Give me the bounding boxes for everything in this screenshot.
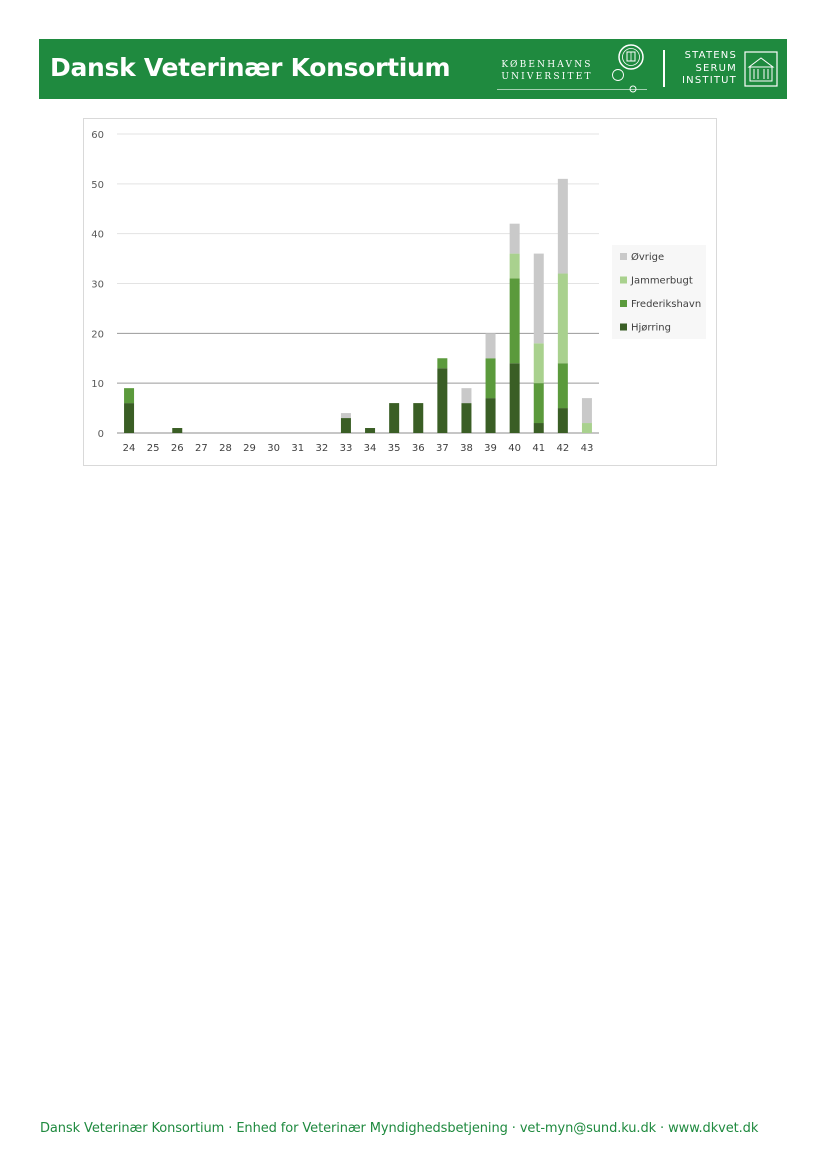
bar-segment-24-0 bbox=[124, 403, 135, 433]
x-tick-label: 38 bbox=[460, 443, 473, 454]
ssi-name-line1: STATENS bbox=[684, 50, 737, 61]
legend-swatch bbox=[620, 276, 627, 284]
bar-segment-33-0 bbox=[340, 418, 351, 433]
ku-dot-icon bbox=[629, 85, 637, 93]
bar-segment-40-0 bbox=[509, 363, 520, 433]
legend-swatch bbox=[620, 253, 627, 260]
bar-segment-38-0 bbox=[461, 403, 472, 433]
bar-segment-37-0 bbox=[437, 368, 448, 433]
bar-segment-35-0 bbox=[389, 403, 400, 433]
ssi-wordmark: STATENS SERUM INSTITUT bbox=[671, 50, 737, 88]
legend-swatch bbox=[620, 323, 627, 331]
x-tick-label: 34 bbox=[364, 443, 377, 454]
chart-frame: 0 10 20 30 40 50 60 24 25 26 27 28 29 30 31 32 33 34 35 36 3… bbox=[83, 118, 717, 466]
y-tick-label: 60 bbox=[91, 130, 104, 141]
legend-swatch bbox=[620, 300, 627, 307]
bar-segment-24-1 bbox=[124, 388, 135, 404]
x-tick-label: 33 bbox=[340, 443, 353, 454]
legend-label: Øvrige bbox=[631, 251, 664, 263]
x-tick-label: 42 bbox=[556, 443, 569, 454]
stacked-bar-chart: 0 10 20 30 40 50 60 24 25 26 27 28 29 30 31 32 33 34 35 36 3… bbox=[91, 130, 706, 454]
bar-segment-26-0 bbox=[172, 428, 183, 433]
bar-segment-40-2 bbox=[509, 253, 520, 279]
legend-label: Jammerbugt bbox=[630, 276, 693, 287]
x-tick-label: 30 bbox=[267, 443, 280, 454]
bar-segment-40-1 bbox=[509, 278, 520, 364]
ku-seal-icon bbox=[618, 44, 644, 70]
x-tick-label: 43 bbox=[581, 443, 594, 454]
x-tick-label: 28 bbox=[219, 443, 232, 454]
x-tick-label: 35 bbox=[388, 443, 401, 454]
ssi-building-icon bbox=[744, 51, 778, 87]
y-tick-label: 30 bbox=[91, 280, 104, 291]
x-tick-label: 24 bbox=[123, 443, 136, 454]
bar-segment-41-3 bbox=[533, 253, 544, 344]
y-tick-label: 40 bbox=[91, 230, 104, 241]
bar-segment-42-0 bbox=[557, 408, 568, 433]
x-tick-label: 40 bbox=[508, 443, 521, 454]
ku-name-line1: KØBENHAVNS bbox=[501, 60, 593, 70]
bar-segment-39-3 bbox=[485, 333, 496, 359]
bar-segment-41-1 bbox=[533, 383, 544, 424]
x-tick-label: 37 bbox=[436, 443, 449, 454]
bar-segment-34-0 bbox=[365, 428, 376, 433]
x-tick-label: 41 bbox=[532, 443, 545, 454]
consortium-title: Dansk Veterinær Konsortium bbox=[50, 53, 451, 82]
x-tick-label: 31 bbox=[291, 443, 304, 454]
bar-segment-42-2 bbox=[557, 273, 568, 364]
bar-segment-41-2 bbox=[533, 343, 544, 384]
ku-underline bbox=[497, 89, 647, 90]
ku-wordmark: KØBENHAVNS UNIVERSITET bbox=[497, 59, 597, 83]
bar-segment-42-3 bbox=[557, 178, 568, 274]
bar-segment-43-3 bbox=[581, 398, 592, 424]
ssi-name-line3: INSTITUT bbox=[682, 75, 737, 86]
ku-ring-icon bbox=[612, 69, 624, 81]
legend-label: Hjørring bbox=[631, 323, 671, 334]
x-tick-label: 29 bbox=[243, 443, 256, 454]
header-banner: Dansk Veterinær Konsortium KØBENHAVNS UN… bbox=[39, 39, 787, 99]
bar-segment-39-1 bbox=[485, 358, 496, 399]
x-tick-label: 27 bbox=[195, 443, 208, 454]
x-tick-label: 26 bbox=[171, 443, 184, 454]
y-tick-label: 10 bbox=[91, 379, 104, 390]
y-tick-label: 20 bbox=[91, 329, 104, 340]
legend-box bbox=[612, 245, 706, 339]
x-tick-label: 32 bbox=[315, 443, 328, 454]
bar-segment-41-0 bbox=[533, 423, 544, 433]
ssi-name-line2: SERUM bbox=[695, 62, 737, 74]
bar-segment-36-0 bbox=[413, 403, 424, 433]
bar-segment-39-0 bbox=[485, 398, 496, 433]
legend-label: Frederikshavn bbox=[631, 299, 701, 310]
x-tick-label: 36 bbox=[412, 443, 425, 454]
logo-divider bbox=[663, 50, 665, 87]
y-tick-label: 0 bbox=[98, 429, 104, 440]
bar-segment-42-1 bbox=[557, 363, 568, 409]
bar-segment-38-3 bbox=[461, 388, 472, 404]
bar-segment-33-3 bbox=[340, 413, 351, 419]
bar-segment-43-2 bbox=[581, 423, 592, 433]
bar-segment-40-3 bbox=[509, 223, 520, 254]
y-tick-label: 50 bbox=[91, 180, 104, 191]
footer-contact: Dansk Veterinær Konsortium · Enhed for V… bbox=[40, 1121, 759, 1136]
x-tick-label: 25 bbox=[147, 443, 160, 454]
bar-segment-37-1 bbox=[437, 358, 448, 369]
ku-name-line2: UNIVERSITET bbox=[501, 72, 593, 82]
x-tick-label: 39 bbox=[484, 443, 497, 454]
